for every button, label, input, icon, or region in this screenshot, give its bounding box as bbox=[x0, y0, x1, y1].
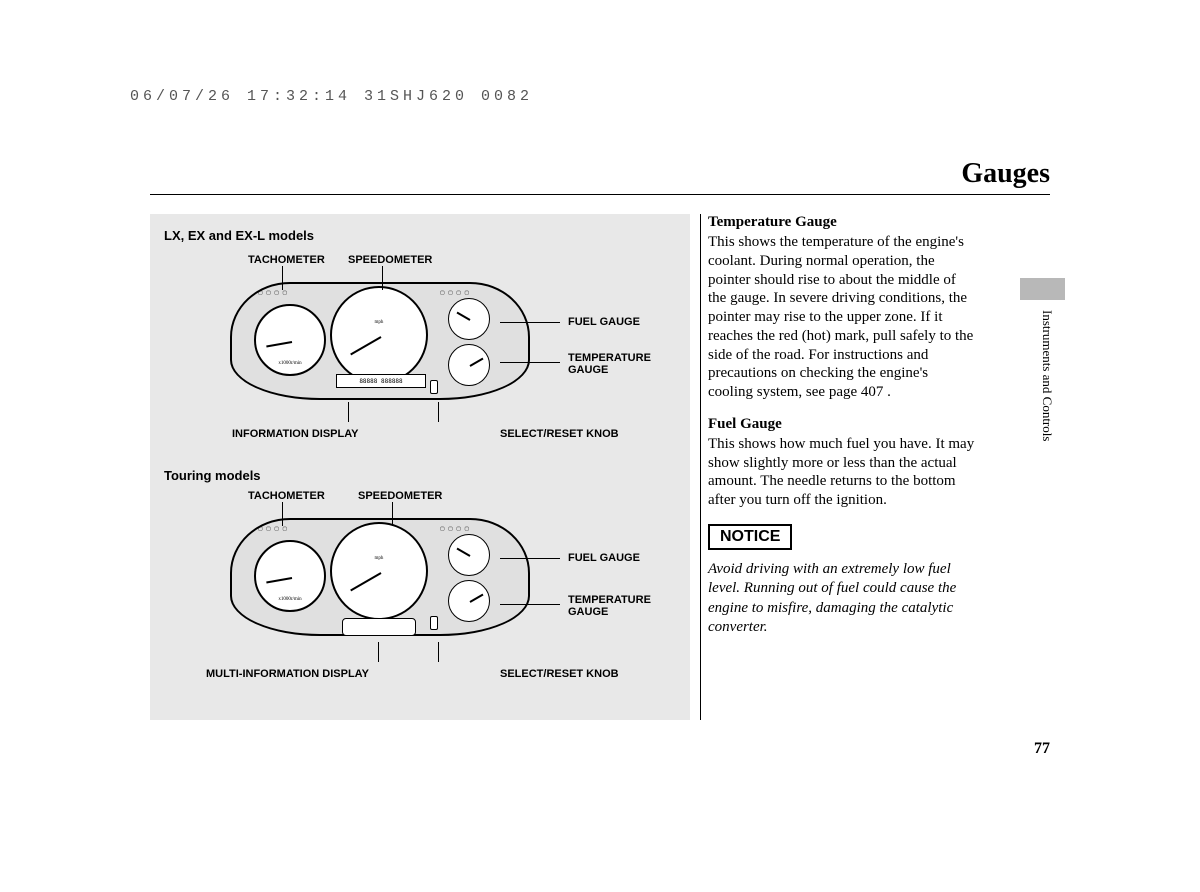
page-number: 77 bbox=[1034, 740, 1050, 758]
callout-tachometer-1: TACHOMETER bbox=[248, 254, 325, 266]
variant-2-label: Touring models bbox=[164, 468, 261, 483]
callout-tachometer-2: TACHOMETER bbox=[248, 490, 325, 502]
instrument-cluster-1: x1000r/min mph 88888 888888 ▢ ▢ ▢ ▢ ▢ ▢ … bbox=[230, 272, 530, 407]
callout-multi-info-display: MULTI-INFORMATION DISPLAY bbox=[206, 668, 369, 680]
section-side-label: Instruments and Controls bbox=[1039, 310, 1055, 441]
header-stamp: 06/07/26 17:32:14 31SHJ620 0082 bbox=[130, 88, 533, 105]
text-column: Temperature Gauge This shows the tempera… bbox=[708, 214, 976, 638]
callout-speedometer-1: SPEEDOMETER bbox=[348, 254, 432, 266]
temp-gauge-heading: Temperature Gauge bbox=[708, 214, 976, 231]
callout-temp-1: TEMPERATURE GAUGE bbox=[568, 352, 651, 376]
callout-select-reset-2: SELECT/RESET KNOB bbox=[500, 668, 619, 680]
callout-fuel-2: FUEL GAUGE bbox=[568, 552, 640, 564]
callout-speedometer-2: SPEEDOMETER bbox=[358, 490, 442, 502]
callout-temp-2: TEMPERATURE GAUGE bbox=[568, 594, 651, 618]
multi-info-display-box bbox=[342, 618, 416, 636]
variant-1-label: LX, EX and EX-L models bbox=[164, 228, 314, 243]
section-tab bbox=[1020, 278, 1065, 300]
fuel-gauge-heading: Fuel Gauge bbox=[708, 416, 976, 433]
gauge-diagram-panel: LX, EX and EX-L models TACHOMETER SPEEDO… bbox=[150, 214, 690, 720]
instrument-cluster-2: x1000r/min mph ▢ ▢ ▢ ▢ ▢ ▢ ▢ ▢ bbox=[230, 508, 530, 643]
notice-label: NOTICE bbox=[708, 524, 792, 550]
column-divider bbox=[700, 214, 701, 720]
title-rule bbox=[150, 194, 1050, 195]
callout-select-reset-1: SELECT/RESET KNOB bbox=[500, 428, 619, 440]
notice-body: Avoid driving with an extremely low fuel… bbox=[708, 560, 976, 638]
page-title: Gauges bbox=[961, 158, 1050, 190]
fuel-gauge-body: This shows how much fuel you have. It ma… bbox=[708, 435, 976, 510]
temp-gauge-body: This shows the temperature of the engine… bbox=[708, 233, 976, 402]
callout-fuel-1: FUEL GAUGE bbox=[568, 316, 640, 328]
callout-info-display: INFORMATION DISPLAY bbox=[232, 428, 359, 440]
